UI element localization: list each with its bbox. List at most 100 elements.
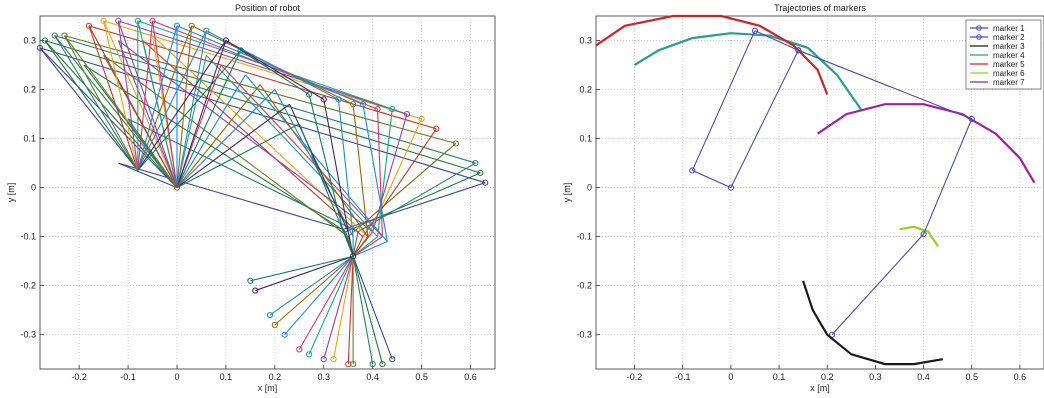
robot-link-4 (352, 236, 364, 257)
legend-marker-2 (976, 34, 982, 40)
robot-link-6 (117, 20, 178, 188)
chart-title: Position of robot (235, 3, 301, 13)
marker-point-1 (689, 167, 696, 174)
robot-link-12 (225, 40, 325, 100)
robot-link-5 (103, 20, 422, 120)
robot-link-2 (54, 35, 139, 171)
y-tick-label: 0.3 (23, 36, 36, 46)
y-tick-label: -0.1 (576, 232, 592, 242)
y-tick-label: 0.2 (579, 85, 592, 95)
x-tick-label: 0.1 (220, 372, 233, 382)
legend-label-5: marker 5 (993, 60, 1025, 69)
robot-joint-3 (61, 32, 68, 39)
y-tick-label: -0.2 (20, 281, 36, 291)
robot-joint-10 (188, 22, 195, 29)
robot-link-6 (117, 40, 178, 188)
legend-label-1: marker 1 (993, 24, 1025, 33)
robot-link-10 (176, 25, 193, 188)
robot-link-3 (64, 35, 178, 188)
robot-joint-5 (418, 115, 425, 123)
y-tick-label: 0.1 (579, 134, 592, 144)
robot-joint-9 (359, 101, 367, 108)
robot-joint-13 (237, 47, 244, 54)
x-tick-label: 0.2 (269, 372, 282, 382)
robot-link-9 (176, 25, 364, 105)
y-tick-label: 0 (587, 183, 592, 193)
robot-link-12 (347, 231, 354, 257)
x-tick-label: 0.4 (366, 372, 379, 382)
robot-link-1 (352, 256, 384, 365)
legend-marker-1 (976, 25, 982, 31)
robot-link-4 (88, 25, 178, 188)
x-tick-label: 0.3 (318, 372, 331, 382)
robot-link-2 (352, 231, 359, 257)
robot-link-7 (308, 256, 354, 355)
robot-link-11 (274, 89, 354, 237)
robot-joint-0 (389, 356, 396, 363)
robot-joint-2 (472, 159, 479, 167)
legend-label-6: marker 6 (993, 69, 1025, 78)
trajectory-5 (595, 14, 829, 95)
robot-link-12 (137, 40, 227, 171)
y-tick-label: 0 (31, 183, 36, 193)
robot-link-6 (323, 256, 354, 360)
robot-link-11 (176, 30, 207, 188)
robot-link-2 (352, 256, 374, 365)
x-tick-label: 0.6 (464, 372, 477, 382)
robot-joint-12 (320, 96, 327, 103)
robot-link-12 (255, 255, 354, 292)
robot-link-5 (333, 256, 354, 360)
robot-joint-6 (320, 356, 327, 363)
robot-link-2 (357, 162, 476, 233)
robot-joint-8 (149, 17, 156, 25)
robot-joint-2 (51, 32, 58, 39)
robot-joint-1 (477, 169, 484, 176)
robot-link-2 (54, 35, 178, 188)
robot-joint-1 (379, 360, 386, 368)
robot-joint-13 (305, 91, 313, 98)
x-axis-label: x [m] (258, 383, 278, 393)
robot-link-8 (137, 20, 154, 171)
x-tick-label: 0.5 (965, 372, 978, 382)
legend-label-7: marker 7 (993, 78, 1025, 87)
x-tick-label: 0.4 (917, 372, 930, 382)
robot-joint-0 (36, 44, 44, 51)
robot-joint-4 (85, 22, 93, 29)
robot-joint-5 (330, 356, 337, 363)
robot-joint-1 (41, 37, 48, 44)
robot-link-9 (362, 104, 388, 242)
robot-link-10 (352, 104, 369, 237)
robot-joint-6 (403, 110, 411, 118)
robot-link-3 (103, 54, 349, 238)
robot-link-13 (308, 94, 344, 232)
legend-label-2: marker 2 (993, 33, 1025, 42)
robot-link-4 (142, 40, 364, 238)
x-tick-label: 0.2 (821, 372, 834, 382)
robot-joint-11 (335, 96, 342, 103)
mechanism-link (692, 169, 732, 189)
robot-link-10 (352, 236, 369, 257)
robot-link-5 (103, 20, 178, 188)
robot-link-11 (269, 255, 354, 316)
x-tick-label: 0 (728, 372, 733, 382)
robot-joint-4 (345, 360, 352, 368)
robot-hub-joint (350, 253, 357, 260)
x-tick-label: -0.1 (120, 372, 136, 382)
mechanism-link (730, 50, 799, 188)
robot-link-0 (352, 256, 393, 360)
robot-link-10 (137, 25, 193, 171)
robot-link-3 (63, 35, 139, 171)
marker-point-1 (751, 27, 759, 34)
mechanism-link (798, 49, 972, 120)
robot-link-9 (284, 255, 354, 336)
robot-link-8 (151, 20, 178, 188)
robot-link-7 (137, 20, 178, 188)
y-tick-label: -0.2 (576, 281, 592, 291)
robot-link-13 (250, 255, 354, 282)
robot-link-13 (298, 123, 344, 232)
x-tick-label: 0.1 (773, 372, 786, 382)
robot-link-9 (137, 25, 178, 171)
x-tick-label: 0.6 (1014, 372, 1027, 382)
robot-joint-12 (252, 287, 259, 294)
robot-joint-7 (389, 106, 396, 113)
